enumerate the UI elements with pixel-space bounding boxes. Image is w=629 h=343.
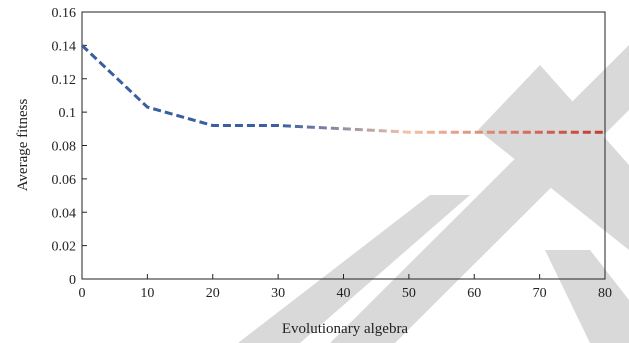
x-axis-title: Evolutionary algebra (282, 321, 409, 337)
x-tick-label: 50 (402, 286, 416, 301)
y-axis-title: Average fitness (15, 99, 31, 192)
y-tick-label: 0.02 (52, 240, 77, 255)
watermark-stroke-left (238, 195, 470, 343)
x-tick-label: 80 (598, 286, 612, 301)
y-tick-label: 0.14 (52, 39, 77, 54)
series-layer (80, 44, 605, 134)
x-tick-label: 20 (206, 286, 220, 301)
x-axis: 0 10 20 30 40 50 60 70 80 (79, 274, 612, 301)
x-tick-label: 0 (79, 286, 86, 301)
x-tick-label: 10 (140, 286, 154, 301)
series-line (80, 44, 605, 134)
watermark-stroke-leg (545, 250, 629, 343)
y-tick-label: 0.1 (59, 106, 77, 121)
y-tick-label: 0.12 (52, 73, 77, 88)
watermark-r-logo (238, 45, 629, 343)
y-tick-label: 0.04 (52, 206, 77, 221)
y-axis: 0 0.02 0.04 0.06 0.08 0.1 0.12 0.14 0.16 (52, 6, 87, 288)
watermark-stroke-diagonal (330, 45, 629, 343)
y-tick-label: 0.06 (52, 173, 77, 188)
x-tick-label: 30 (271, 286, 285, 301)
x-tick-label: 70 (533, 286, 547, 301)
x-tick-label: 60 (467, 286, 481, 301)
y-tick-label: 0 (69, 273, 76, 288)
x-tick-label: 40 (337, 286, 351, 301)
y-tick-label: 0.08 (52, 140, 77, 155)
y-tick-label: 0.16 (52, 6, 77, 21)
